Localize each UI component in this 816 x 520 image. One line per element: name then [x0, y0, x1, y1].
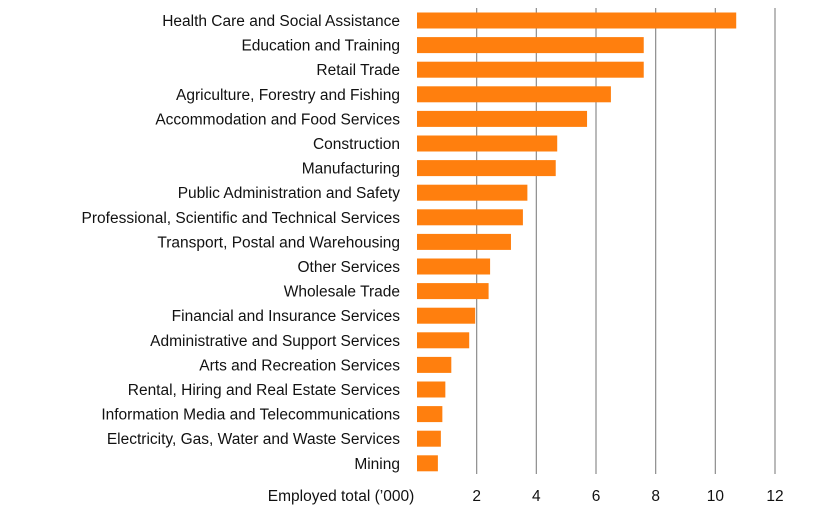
grid-lines [476, 8, 776, 474]
x-tick-label: 6 [592, 488, 601, 505]
category-label: Administrative and Support Services [150, 333, 400, 350]
category-label: Electricity, Gas, Water and Waste Servic… [107, 431, 400, 448]
category-label: Construction [313, 136, 400, 153]
bar [417, 184, 528, 201]
bars [417, 12, 737, 472]
category-label: Agriculture, Forestry and Fishing [176, 87, 400, 104]
bar [417, 381, 446, 398]
bar [417, 307, 476, 324]
category-label: Financial and Insurance Services [172, 308, 401, 325]
bar [417, 37, 644, 54]
bar [417, 332, 470, 349]
category-label: Rental, Hiring and Real Estate Services [128, 382, 400, 399]
bar [417, 12, 737, 29]
category-label: Accommodation and Food Services [155, 111, 400, 128]
x-tick-label: 12 [766, 488, 783, 505]
x-tick-label: 4 [532, 488, 541, 505]
category-labels: Health Care and Social Assistance Educati… [82, 13, 401, 473]
category-label: Manufacturing [302, 161, 400, 178]
category-label: Mining [354, 456, 400, 473]
x-tick-labels: 2 4 6 8 10 12 [472, 488, 783, 505]
bar [417, 160, 556, 177]
category-label: Other Services [297, 259, 400, 276]
category-label: Wholesale Trade [284, 284, 400, 301]
bar [417, 455, 438, 472]
bar [417, 110, 588, 127]
bar [417, 233, 511, 250]
bar [417, 283, 489, 300]
x-tick-label: 2 [472, 488, 481, 505]
bar [417, 356, 452, 373]
x-tick-label: 10 [707, 488, 725, 505]
x-axis-title: Employed total (’000) [268, 488, 414, 505]
bar [417, 135, 558, 152]
x-tick-label: 8 [651, 488, 660, 505]
bar [417, 258, 491, 275]
bar [417, 209, 523, 226]
bar [417, 430, 441, 447]
category-label: Professional, Scientific and Technical S… [82, 210, 401, 227]
bar [417, 406, 443, 423]
category-label: Education and Training [241, 38, 400, 55]
category-label: Public Administration and Safety [178, 185, 401, 202]
category-label: Transport, Postal and Warehousing [157, 234, 400, 251]
category-label: Arts and Recreation Services [199, 357, 400, 374]
category-label: Health Care and Social Assistance [162, 13, 400, 30]
category-label: Retail Trade [316, 62, 400, 79]
category-label: Information Media and Telecommunications [101, 407, 400, 424]
bar [417, 86, 611, 103]
bar [417, 61, 644, 78]
